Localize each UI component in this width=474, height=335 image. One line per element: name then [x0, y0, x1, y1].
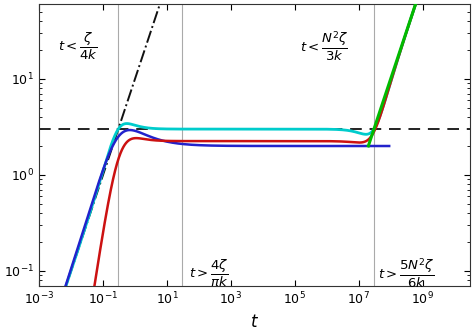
Text: $t > \dfrac{4\zeta}{\pi k}$: $t > \dfrac{4\zeta}{\pi k}$	[189, 258, 229, 289]
Text: $t < \dfrac{N^2\zeta}{3k}$: $t < \dfrac{N^2\zeta}{3k}$	[301, 29, 349, 63]
Text: $t < \dfrac{\zeta}{4k}$: $t < \dfrac{\zeta}{4k}$	[58, 30, 99, 62]
Text: $t > \dfrac{5N^2\zeta}{6k}$: $t > \dfrac{5N^2\zeta}{6k}$	[378, 256, 435, 290]
X-axis label: t: t	[251, 313, 258, 331]
